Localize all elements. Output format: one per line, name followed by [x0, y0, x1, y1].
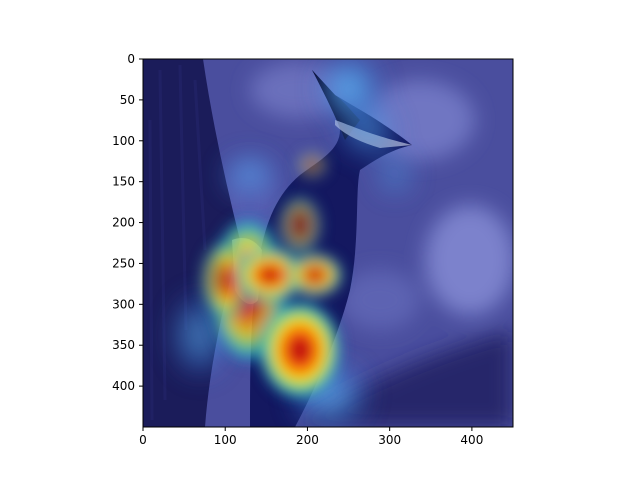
y-tick-label: 100	[112, 134, 135, 148]
y-tick-label: 200	[112, 216, 135, 230]
heat-overlay	[170, 59, 413, 427]
y-tick-label: 300	[112, 297, 135, 311]
y-tick-label: 150	[112, 175, 135, 189]
x-tick-label: 200	[296, 433, 319, 447]
y-tick-label: 350	[112, 338, 135, 352]
axes-frame	[142, 58, 514, 428]
x-tick-label: 0	[139, 433, 147, 447]
x-tick-label: 400	[460, 433, 483, 447]
y-axis: 0 50 100 150 200 250 300 350 400	[112, 52, 143, 393]
bark-texture	[148, 64, 207, 421]
y-tick-label: 400	[112, 379, 135, 393]
heatmap-image	[143, 59, 513, 427]
x-axis: 0 100 200 300 400	[139, 427, 483, 447]
y-tick-label: 0	[127, 52, 135, 66]
y-tick-label: 250	[112, 256, 135, 270]
x-tick-label: 300	[378, 433, 401, 447]
x-tick-label: 100	[214, 433, 237, 447]
y-tick-label: 50	[120, 93, 135, 107]
